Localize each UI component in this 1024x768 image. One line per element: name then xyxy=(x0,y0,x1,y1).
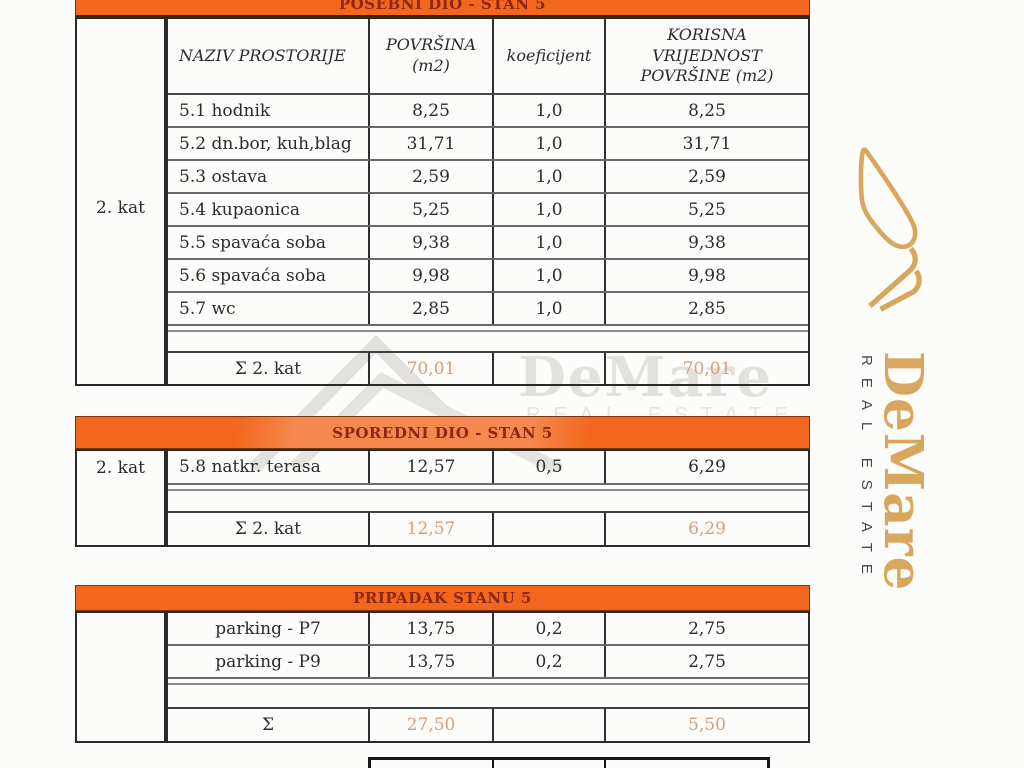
area-value: 5,25 xyxy=(370,194,494,225)
floor-cell: 2. kat xyxy=(75,17,166,386)
brand-subtitle: REAL ESTATE xyxy=(858,355,875,586)
section-title-text: POSEBNI DIO - STAN 5 xyxy=(338,0,547,13)
area-value: 31,71 xyxy=(370,128,494,159)
sum-label: Σ 2. kat xyxy=(168,353,370,384)
useful-area-value: 6,29 xyxy=(688,457,726,477)
sum-useful-area: 6,29 xyxy=(688,519,726,539)
column-header-naziv: NAZIV PROSTORIJE xyxy=(168,19,370,93)
coefficient-value: 0,2 xyxy=(494,613,606,644)
double-rule xyxy=(168,679,808,685)
double-rule xyxy=(168,485,808,491)
section-title-text: PRIPADAK STANU 5 xyxy=(353,589,532,607)
area-value: 2,59 xyxy=(370,161,494,192)
floor-label: 2. kat xyxy=(96,197,145,218)
table-row: 5.1 hodnik 8,25 1,0 8,25 xyxy=(168,95,808,128)
table-row: parking - P9 13,75 0,2 2,75 xyxy=(168,646,808,679)
coefficient-value: 1,0 xyxy=(494,293,606,324)
parking-name: parking - P9 xyxy=(168,646,370,677)
section-title-sporedni-dio: SPOREDNI DIO - STAN 5 xyxy=(75,416,810,449)
column-header-korisna: KORISNA VRIJEDNOST POVRŠINE (m2) xyxy=(640,24,774,86)
sum-coef-empty xyxy=(494,353,606,384)
section-title-text: SPOREDNI DIO - STAN 5 xyxy=(332,423,553,442)
sum-area: 70,01 xyxy=(370,353,494,384)
coefficient-value: 0,2 xyxy=(494,646,606,677)
table-row: 5.4 kupaonica 5,25 1,0 5,25 xyxy=(168,194,808,227)
sum-label: Σ 2. kat xyxy=(168,513,370,545)
room-name: 5.1 hodnik xyxy=(168,95,370,126)
room-name: 5.3 ostava xyxy=(168,161,370,192)
section-title-posebni-dio: POSEBNI DIO - STAN 5 xyxy=(75,0,810,17)
area-value: 8,25 xyxy=(370,95,494,126)
double-rule xyxy=(168,326,808,332)
table-row: 5.7 wc 2,85 1,0 2,85 xyxy=(168,293,808,326)
room-name: 5.2 dn.bor, kuh,blag xyxy=(168,128,370,159)
partial-table-divider xyxy=(492,760,494,768)
floor-cell-empty xyxy=(75,611,166,743)
useful-area-value: 9,98 xyxy=(688,265,726,286)
coefficient-value: 1,0 xyxy=(494,95,606,126)
sum-useful-area: 5,50 xyxy=(688,715,726,735)
sum-area: 12,57 xyxy=(370,513,494,545)
table-row: 5.2 dn.bor, kuh,blag 31,71 1,0 31,71 xyxy=(168,128,808,161)
sum-useful-area: 70,01 xyxy=(682,358,732,379)
floor-cell: 2. kat xyxy=(75,449,166,547)
coefficient-value: 1,0 xyxy=(494,194,606,225)
sum-coef-empty xyxy=(494,709,606,741)
coefficient-value: 1,0 xyxy=(494,260,606,291)
spacer-band xyxy=(168,332,808,351)
sum-area: 27,50 xyxy=(370,709,494,741)
area-value: 13,75 xyxy=(370,646,494,677)
sum-coef-empty xyxy=(494,513,606,545)
table-row: 5.5 spavaća soba 9,38 1,0 9,38 xyxy=(168,227,808,260)
parking-name: parking - P7 xyxy=(168,613,370,644)
room-name: 5.6 spavaća soba xyxy=(168,260,370,291)
useful-area-value: 31,71 xyxy=(682,133,732,154)
area-value: 12,57 xyxy=(370,451,494,483)
table-row: 5.8 natkr. terasa 12,57 0,5 6,29 xyxy=(168,451,808,485)
sum-row: Σ 2. kat 12,57 6,29 xyxy=(168,511,808,545)
spacer-band xyxy=(168,491,808,511)
table-sporedni-dio: 5.8 natkr. terasa 12,57 0,5 6,29 Σ 2. ka… xyxy=(166,449,810,547)
partial-table-outline xyxy=(368,757,770,768)
coefficient-value: 1,0 xyxy=(494,161,606,192)
useful-area-value: 2,59 xyxy=(688,166,726,187)
room-name: 5.4 kupaonica xyxy=(168,194,370,225)
room-name: 5.7 wc xyxy=(168,293,370,324)
room-name: 5.8 natkr. terasa xyxy=(168,451,370,483)
table-posebni-dio: NAZIV PROSTORIJE POVRŠINA (m2) koeficije… xyxy=(166,17,810,386)
section-title-pripadak: PRIPADAK STANU 5 xyxy=(75,585,810,611)
brand-text-block: DeMare REAL ESTATE xyxy=(856,351,934,592)
useful-area-value: 2,75 xyxy=(688,618,726,639)
sum-label: Σ xyxy=(168,709,370,741)
useful-area-value: 9,38 xyxy=(688,232,726,253)
floor-label: 2. kat xyxy=(96,458,145,478)
table-row: 5.6 spavaća soba 9,98 1,0 9,98 xyxy=(168,260,808,293)
demare-logo-mark-icon xyxy=(858,147,922,312)
sum-row: Σ 27,50 5,50 xyxy=(168,707,808,741)
room-name: 5.5 spavaća soba xyxy=(168,227,370,258)
useful-area-value: 8,25 xyxy=(688,100,726,121)
partial-table-divider xyxy=(604,760,606,768)
table-header-row: NAZIV PROSTORIJE POVRŠINA (m2) koeficije… xyxy=(168,19,808,95)
spacer-band xyxy=(168,685,808,707)
table-pripadak: parking - P7 13,75 0,2 2,75 parking - P9… xyxy=(166,611,810,743)
useful-area-value: 2,85 xyxy=(688,298,726,319)
coefficient-value: 0,5 xyxy=(494,451,606,483)
area-value: 13,75 xyxy=(370,613,494,644)
useful-area-value: 5,25 xyxy=(688,199,726,220)
column-header-povrsina: POVRŠINA (m2) xyxy=(370,19,494,93)
area-value: 9,98 xyxy=(370,260,494,291)
sum-row: Σ 2. kat 70,01 70,01 xyxy=(168,351,808,384)
useful-area-value: 2,75 xyxy=(688,651,726,672)
column-header-koeficijent: koeficijent xyxy=(494,19,606,93)
area-value: 9,38 xyxy=(370,227,494,258)
coefficient-value: 1,0 xyxy=(494,128,606,159)
brand-wordmark: DeMare xyxy=(872,351,934,592)
table-row: 5.3 ostava 2,59 1,0 2,59 xyxy=(168,161,808,194)
area-value: 2,85 xyxy=(370,293,494,324)
coefficient-value: 1,0 xyxy=(494,227,606,258)
table-row: parking - P7 13,75 0,2 2,75 xyxy=(168,613,808,646)
